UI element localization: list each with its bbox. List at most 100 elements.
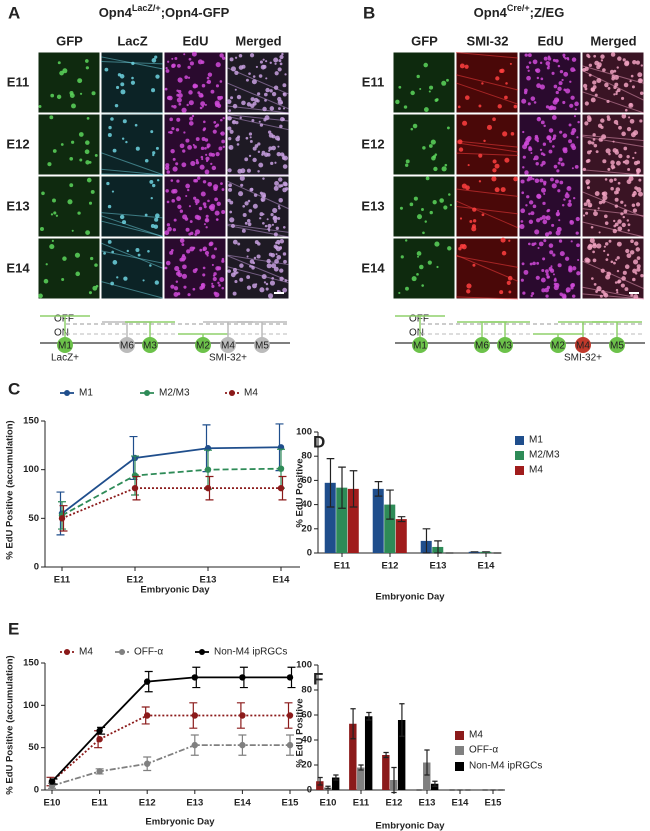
- cell-signal: [608, 152, 611, 156]
- cell-signal: [274, 62, 277, 65]
- cell-signal: [236, 94, 242, 100]
- cell-signal: [41, 191, 45, 196]
- cell-signal: [255, 283, 258, 286]
- cell-signal: [194, 198, 200, 204]
- cell-signal: [237, 242, 241, 246]
- cell-signal: [532, 204, 537, 209]
- cell-signal: [174, 57, 178, 60]
- cell-signal: [526, 65, 530, 69]
- cell-signal: [213, 291, 217, 295]
- cell-signal: [614, 82, 619, 87]
- cell-signal: [624, 264, 630, 270]
- y-tick-label: 20: [301, 523, 312, 534]
- cell-signal: [85, 230, 91, 236]
- cell-signal: [220, 131, 225, 136]
- cell-signal: [169, 117, 173, 122]
- cell-signal: [278, 207, 281, 210]
- cell-signal: [539, 84, 545, 90]
- cell-signal: [586, 53, 590, 58]
- cell-signal: [38, 105, 42, 108]
- cell-signal: [272, 207, 278, 214]
- cell-signal: [472, 263, 476, 267]
- cell-signal: [527, 53, 532, 58]
- cell-signal: [552, 58, 556, 62]
- cell-signal: [548, 243, 554, 248]
- cell-signal: [246, 248, 250, 252]
- cell-signal: [413, 196, 418, 201]
- cell-signal: [178, 102, 182, 106]
- cell-label: M6: [120, 341, 134, 352]
- cell-signal: [416, 74, 420, 79]
- cell-signal: [189, 61, 194, 66]
- cell-signal: [195, 160, 200, 165]
- cell-signal: [466, 283, 472, 289]
- cell-signal: [271, 223, 274, 226]
- cell-signal: [633, 190, 636, 193]
- soma: [412, 337, 428, 353]
- cell-signal: [492, 159, 497, 164]
- cell-signal: [147, 249, 150, 253]
- fiber: [455, 142, 519, 153]
- cell-signal: [170, 179, 174, 182]
- cell-signal: [216, 201, 221, 206]
- cell-signal: [472, 219, 477, 223]
- cell-signal: [199, 164, 205, 170]
- cell-signal: [242, 213, 247, 217]
- cell-signal: [204, 138, 209, 142]
- cell-signal: [563, 88, 567, 92]
- cell-signal: [616, 149, 619, 152]
- cell-signal: [217, 103, 222, 108]
- cell-signal: [603, 214, 608, 219]
- cell-signal: [241, 64, 246, 69]
- cell-signal: [204, 146, 207, 150]
- cell-signal: [71, 229, 74, 232]
- cell-signal: [604, 221, 609, 225]
- cell-signal: [535, 275, 540, 280]
- cell-signal: [265, 282, 269, 286]
- cell-signal: [524, 53, 528, 57]
- y-tick-label: 80: [301, 685, 312, 696]
- cell-signal: [214, 247, 217, 251]
- cell-signal: [237, 168, 243, 174]
- cell-signal: [561, 293, 567, 299]
- cell-signal: [198, 206, 203, 211]
- cell-signal: [259, 212, 264, 217]
- cell-signal: [277, 96, 282, 102]
- cell-signal: [603, 292, 607, 296]
- data-point: [204, 466, 212, 473]
- cell-signal: [626, 127, 632, 132]
- cell-signal: [267, 293, 274, 299]
- cell-signal: [631, 85, 635, 89]
- cell-signal: [545, 61, 551, 66]
- cell-signal: [77, 211, 81, 215]
- cell-signal: [611, 74, 615, 78]
- cell-signal: [624, 287, 629, 292]
- fiber: [455, 296, 519, 300]
- row-label: E12: [6, 136, 29, 151]
- cell-signal: [530, 96, 536, 101]
- cell-signal: [165, 67, 168, 70]
- cell-signal: [416, 251, 422, 256]
- cell-signal: [542, 142, 547, 146]
- cell-signal: [616, 160, 621, 166]
- cell-signal: [400, 255, 404, 259]
- cell-signal: [273, 185, 279, 191]
- bar: [395, 519, 407, 553]
- cell-signal: [636, 160, 641, 165]
- cell-label: M5: [255, 341, 269, 352]
- cell-signal: [210, 162, 213, 166]
- cell-signal: [206, 254, 209, 257]
- cell-signal: [528, 212, 531, 216]
- cell-signal: [275, 241, 278, 245]
- cell-signal: [210, 89, 215, 94]
- fiber: [226, 114, 290, 122]
- cell-signal: [616, 191, 619, 194]
- cell-signal: [587, 140, 592, 145]
- panel-title: Opn4LacZ/+;Opn4-GFP: [99, 3, 230, 20]
- cell-signal: [622, 270, 627, 275]
- legend-label: M2/M3: [529, 450, 560, 461]
- cell-signal: [604, 242, 609, 246]
- cell-signal: [279, 268, 284, 273]
- cell-signal: [233, 271, 238, 275]
